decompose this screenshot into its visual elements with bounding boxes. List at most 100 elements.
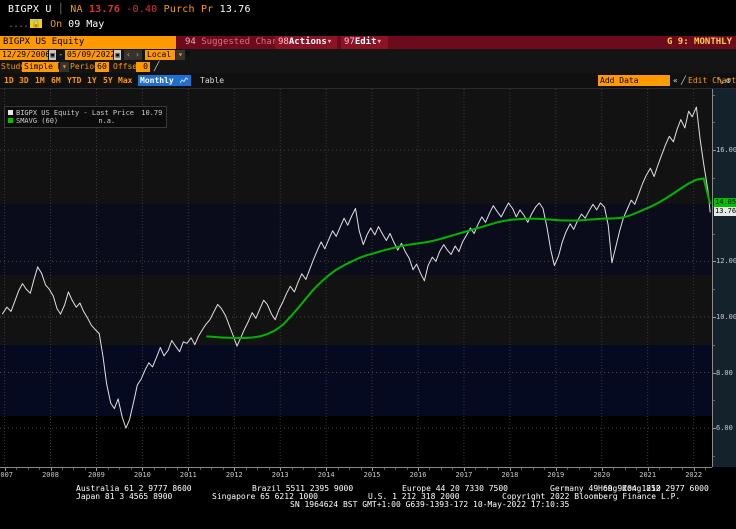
x-tick-mark — [4, 468, 6, 471]
x-tick-mark-minor — [211, 468, 213, 470]
x-tick-label: 2021 — [639, 471, 657, 479]
edit-label: Edit — [354, 37, 377, 47]
period-button-1y[interactable]: 1Y — [87, 76, 97, 85]
x-tick-mark-minor — [39, 468, 41, 470]
x-tick-mark-minor — [360, 468, 362, 470]
add-data-input[interactable]: Add Data — [598, 75, 670, 86]
x-tick-label: 2015 — [363, 471, 381, 479]
prev-period-button[interactable]: ‹ — [124, 50, 133, 60]
period-button-1d[interactable]: 1D — [4, 76, 14, 85]
x-axis: 2007 2008 2009 2010 2011 2012 2013 2014 2015 2016… — [0, 467, 736, 481]
period-input[interactable]: 60 — [95, 62, 109, 72]
x-tick-mark — [693, 468, 695, 471]
table-view-button[interactable]: Table — [200, 76, 225, 85]
collapse-icon[interactable]: « — [673, 76, 678, 85]
y-tick-mark — [713, 316, 716, 318]
period-button-1m[interactable]: 1M — [35, 76, 45, 85]
date-range-dash: - — [58, 50, 64, 60]
chevron-down-icon: ▾ — [376, 37, 382, 47]
period-button-ytd[interactable]: YTD — [67, 76, 82, 85]
calendar-icon[interactable]: ▣ — [114, 50, 121, 60]
x-tick-label: 2013 — [271, 471, 289, 479]
x-tick-mark-minor — [452, 468, 454, 470]
currency-select[interactable]: Local CCY — [145, 50, 191, 60]
footer-session-info: SN 1964624 BST GMT+1:00 G639-1393-172 10… — [290, 500, 570, 509]
start-date-input[interactable]: 12/29/2006 — [0, 50, 51, 60]
footer-copyright: Copyright 2022 Bloomberg Finance L.P. — [502, 492, 681, 501]
x-tick-mark — [234, 468, 236, 471]
annotate-pencil-icon[interactable]: ╱ — [681, 76, 686, 85]
calendar-icon[interactable]: ▣ — [49, 50, 56, 60]
x-tick-mark-minor — [613, 468, 615, 470]
quote-date: 09 May — [68, 19, 105, 30]
period-button-max[interactable]: Max — [118, 76, 133, 85]
x-tick-mark-minor — [429, 468, 431, 470]
legend-label-price: BIGPX US Equity - Last Price — [16, 109, 135, 117]
offset-input[interactable]: 0 — [136, 62, 150, 72]
suggested-charts-link[interactable]: 94 Suggested Charts — [185, 36, 288, 49]
y-tick-mark-minor — [713, 455, 715, 457]
x-tick-mark — [463, 468, 465, 471]
ticker-input[interactable]: BIGPX US Equity — [0, 36, 176, 49]
x-tick-mark-minor — [705, 468, 707, 470]
period-button-6m[interactable]: 6M — [51, 76, 61, 85]
next-period-button[interactable]: › — [133, 50, 142, 60]
suggested-charts-icon: 94 — [185, 37, 196, 47]
x-axis-line — [0, 467, 712, 468]
last-price-tag: 13.76 — [714, 207, 736, 216]
x-tick-mark-minor — [532, 468, 534, 470]
actions-menu-button[interactable]: 98Actions▾ — [275, 36, 337, 49]
smavg-price-tag: 14.05 — [714, 198, 736, 207]
x-tick-mark-minor — [383, 468, 385, 470]
expand-icon[interactable]: ⤡ — [717, 76, 724, 85]
period-button-3d[interactable]: 3D — [19, 76, 29, 85]
x-tick-mark — [601, 468, 603, 471]
x-tick-mark-minor — [130, 468, 132, 470]
exchange-code: NA — [70, 4, 83, 15]
legend-row-smavg: SMAVG (60) n.a. — [8, 117, 162, 125]
x-tick-mark-minor — [578, 468, 580, 470]
x-tick-label: 2017 — [455, 471, 473, 479]
x-tick-mark-minor — [16, 468, 18, 470]
x-tick-mark-minor — [176, 468, 178, 470]
currency-chevron-down-icon[interactable]: ▾ — [176, 50, 185, 60]
x-tick-mark-minor — [682, 468, 684, 470]
pencil-icon[interactable]: ╱ — [154, 62, 160, 72]
period-button-5y[interactable]: 5Y — [103, 76, 113, 85]
study-chevron-down-icon[interactable]: ▾ — [60, 62, 69, 72]
x-tick-label: 2011 — [179, 471, 197, 479]
edit-chart-button[interactable]: Edit Chart — [688, 76, 736, 85]
edit-icon: 97 — [344, 37, 355, 47]
edit-menu-button[interactable]: 97Edit▾ — [341, 36, 388, 49]
study-select[interactable]: Simple MA — [22, 62, 68, 72]
footer-contact-brazil: Brazil 5511 2395 9000 — [252, 484, 354, 493]
y-tick-label: 8.00 — [716, 368, 733, 377]
line-chart-icon[interactable] — [178, 75, 191, 86]
end-date-input[interactable]: 05/09/2022 — [65, 50, 116, 60]
suggested-charts-label: Suggested Charts — [201, 37, 288, 47]
security-ticker[interactable]: BIGPX U — [8, 4, 52, 15]
x-tick-mark — [280, 468, 282, 471]
x-tick-mark-minor — [590, 468, 592, 470]
x-tick-mark-minor — [521, 468, 523, 470]
gear-icon[interactable]: ⚙ — [726, 76, 731, 85]
x-tick-label: 2020 — [593, 471, 611, 479]
x-tick-mark-minor — [199, 468, 201, 470]
study-label: Study — [1, 62, 26, 71]
x-tick-label: 2014 — [317, 471, 335, 479]
y-tick-mark-minor — [713, 177, 715, 179]
price-change: -0.40 — [126, 4, 158, 15]
chart-plot[interactable]: BIGPX US Equity - Last Price 10.79 SMAVG… — [0, 89, 712, 467]
y-tick-mark — [713, 261, 716, 263]
y-axis[interactable]: 6.00 8.00 10.00 12.00 16.00 14.05 13.76 — [712, 89, 736, 467]
chart-title-bar: BIGPX US Equity 94 Suggested Charts 98Ac… — [0, 36, 736, 49]
x-tick-mark — [142, 468, 144, 471]
x-tick-mark-minor — [314, 468, 316, 470]
purchase-price-label: Purch Pr — [163, 4, 214, 15]
chart-background-band — [0, 204, 712, 276]
x-tick-mark-minor — [498, 468, 500, 470]
x-tick-mark — [326, 468, 328, 471]
x-tick-mark-minor — [303, 468, 305, 470]
x-tick-label: 2018 — [501, 471, 519, 479]
